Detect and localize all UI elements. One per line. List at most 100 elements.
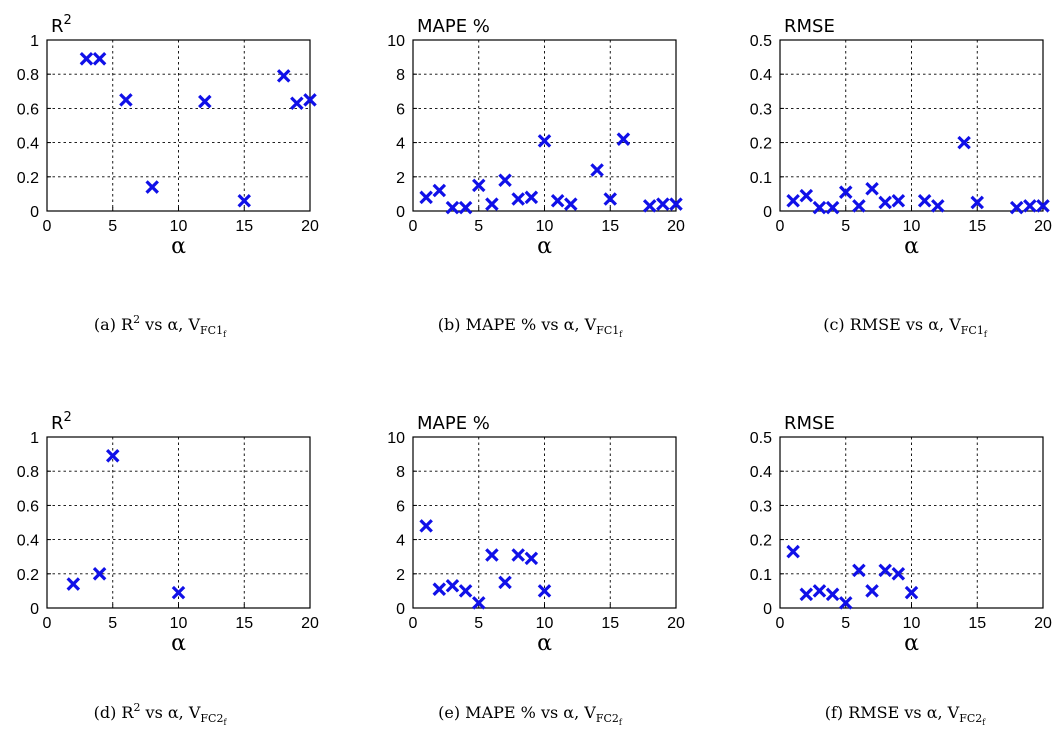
- data-point: [419, 519, 433, 533]
- y-tick-label: 0.3: [750, 101, 772, 118]
- y-tick-label: 0: [763, 601, 772, 618]
- data-point: [931, 199, 945, 213]
- y-tick-label: 2: [396, 170, 405, 187]
- data-point: [537, 134, 552, 148]
- x-tick-label: 15: [968, 615, 986, 632]
- x-tick-label: 5: [474, 218, 483, 235]
- x-tick-label: 15: [235, 218, 253, 235]
- data-point: [471, 596, 486, 610]
- data-point: [458, 200, 473, 215]
- data-point: [1009, 200, 1024, 215]
- y-tick-label: 6: [396, 498, 405, 515]
- y-tick-label: 0: [396, 601, 405, 618]
- data-point: [891, 567, 906, 581]
- x-tick-label: 5: [474, 615, 483, 632]
- data-point: [485, 197, 499, 211]
- y-tick-label: 0.1: [750, 170, 772, 187]
- data-point: [852, 199, 866, 213]
- x-tick-label: 5: [108, 218, 117, 235]
- data-point: [616, 132, 631, 146]
- y-tick-label: 0: [763, 204, 772, 221]
- panel-title: R2: [51, 13, 72, 37]
- data-point: [838, 185, 853, 199]
- subfigure-caption: (f) RMSE vs α, VFC2f: [825, 703, 987, 727]
- x-axis-label: α: [904, 234, 919, 259]
- data-point: [970, 195, 985, 210]
- data-point: [957, 135, 971, 150]
- data-point: [145, 180, 159, 194]
- x-tick-label: 15: [235, 615, 253, 632]
- x-axis-label: α: [537, 234, 552, 259]
- data-point: [105, 449, 120, 463]
- y-tick-label: 4: [396, 533, 405, 550]
- x-tick-label: 20: [667, 218, 685, 235]
- x-tick-label: 20: [1034, 218, 1052, 235]
- data-point: [799, 188, 814, 203]
- subfigure-caption: (b) MAPE % vs α, VFC1f: [438, 315, 624, 339]
- x-tick-label: 10: [903, 615, 921, 632]
- y-tick-label: 4: [396, 136, 405, 153]
- x-tick-label: 10: [170, 615, 188, 632]
- data-point: [891, 193, 906, 208]
- data-point: [812, 200, 827, 215]
- data-point: [550, 193, 565, 208]
- data-point: [171, 585, 186, 600]
- y-tick-label: 8: [396, 464, 405, 481]
- y-tick-label: 0.8: [17, 464, 39, 481]
- subfigure-caption: (d) R2 vs α, VFC2f: [94, 701, 228, 727]
- data-point: [786, 193, 800, 208]
- data-point: [878, 563, 892, 578]
- x-tick-label: 5: [841, 218, 850, 235]
- x-axis-label: α: [537, 631, 552, 656]
- y-tick-label: 0: [30, 601, 39, 618]
- y-tick-label: 1: [30, 430, 39, 447]
- y-tick-label: 0.5: [750, 33, 772, 50]
- y-tick-label: 0.1: [750, 567, 772, 584]
- data-point: [524, 190, 539, 205]
- y-tick-label: 0.6: [17, 498, 39, 515]
- y-tick-label: 0.8: [17, 67, 39, 84]
- data-point: [119, 93, 133, 107]
- data-point: [290, 96, 304, 111]
- data-point: [276, 69, 291, 83]
- x-tick-label: 0: [409, 218, 418, 235]
- y-tick-label: 0.2: [17, 170, 39, 187]
- chart-panel-a: 0 5 10 15 20 0 0.2 0.4 0.6 0.8 1 R2 α (a) R2 vs α, VF…: [17, 13, 319, 339]
- data-point: [498, 173, 512, 187]
- x-tick-label: 15: [601, 615, 619, 632]
- data-point: [445, 579, 460, 593]
- y-tick-label: 0.2: [750, 533, 772, 550]
- data-point: [432, 582, 447, 596]
- y-tick-label: 0.4: [17, 136, 39, 153]
- data-point: [92, 567, 107, 581]
- data-point: [865, 584, 879, 598]
- y-tick-label: 0.2: [750, 136, 772, 153]
- y-tick-label: 10: [387, 430, 405, 447]
- data-point: [656, 197, 670, 211]
- x-tick-label: 0: [43, 218, 52, 235]
- data-point: [564, 197, 578, 211]
- y-tick-label: 0.4: [750, 67, 772, 84]
- y-tick-label: 0: [30, 204, 39, 221]
- data-point: [865, 182, 879, 196]
- y-tick-label: 0.3: [750, 498, 772, 515]
- data-point: [590, 163, 604, 177]
- data-point: [786, 544, 800, 559]
- y-tick-label: 10: [387, 33, 405, 50]
- subfigure-caption: (e) MAPE % vs α, VFC2f: [438, 703, 623, 727]
- data-point: [303, 93, 317, 107]
- data-point: [445, 200, 460, 215]
- x-tick-label: 15: [601, 218, 619, 235]
- x-tick-label: 5: [108, 615, 117, 632]
- data-point: [1023, 199, 1037, 213]
- panel-title: MAPE %: [417, 16, 490, 37]
- data-point: [917, 193, 932, 208]
- x-tick-label: 0: [43, 615, 52, 632]
- data-point: [825, 200, 840, 215]
- x-tick-label: 10: [170, 218, 188, 235]
- x-axis-label: α: [171, 631, 186, 656]
- data-point: [237, 193, 252, 208]
- data-point: [799, 587, 814, 602]
- x-axis-label: α: [171, 234, 186, 259]
